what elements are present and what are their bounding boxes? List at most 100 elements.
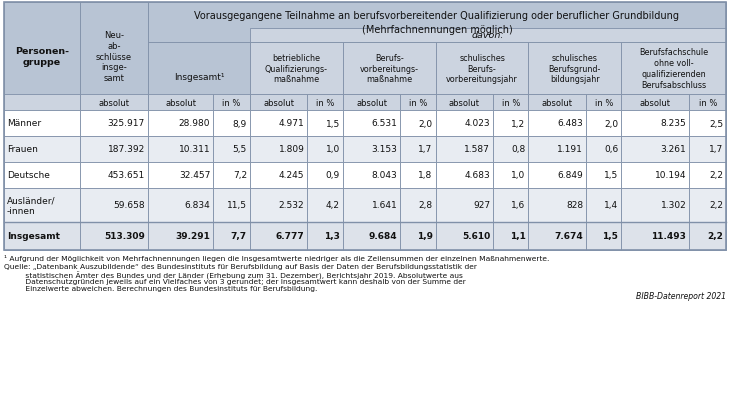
Text: Ausländer/
-innen: Ausländer/ -innen — [7, 196, 55, 215]
Bar — [689, 137, 726, 162]
Bar — [80, 3, 148, 111]
Bar — [621, 223, 689, 250]
Text: 9.684: 9.684 — [369, 232, 397, 241]
Bar — [586, 137, 621, 162]
Text: absolut: absolut — [356, 98, 387, 107]
Text: 4.683: 4.683 — [464, 171, 490, 180]
Bar — [80, 162, 148, 188]
Bar — [250, 188, 307, 223]
Text: 1,7: 1,7 — [709, 145, 723, 154]
Text: 11,5: 11,5 — [227, 201, 247, 210]
Bar — [250, 43, 343, 95]
Bar — [80, 137, 148, 162]
Text: 8,9: 8,9 — [233, 119, 247, 128]
Text: absolut: absolut — [640, 98, 671, 107]
Text: 7.674: 7.674 — [554, 232, 583, 241]
Text: 513.309: 513.309 — [104, 232, 145, 241]
Text: Einzelwerte abweichen. Berechnungen des Bundesinstituts für Berufsbildung.: Einzelwerte abweichen. Berechnungen des … — [4, 286, 318, 292]
Text: 453.651: 453.651 — [107, 171, 145, 180]
Text: 10.311: 10.311 — [179, 145, 210, 154]
Bar — [529, 111, 586, 137]
Bar — [250, 111, 307, 137]
Bar — [689, 111, 726, 137]
Text: absolut: absolut — [264, 98, 294, 107]
Text: 6.531: 6.531 — [372, 119, 397, 128]
Bar — [529, 188, 586, 223]
Text: 1.809: 1.809 — [279, 145, 304, 154]
Text: 6.849: 6.849 — [557, 171, 583, 180]
Bar — [493, 95, 529, 111]
Text: 28.980: 28.980 — [179, 119, 210, 128]
Text: 32.457: 32.457 — [179, 171, 210, 180]
Bar — [586, 95, 621, 111]
Text: 1,8: 1,8 — [418, 171, 433, 180]
Bar — [586, 162, 621, 188]
Bar — [80, 188, 148, 223]
Text: Quelle: „Datenbank Auszubildende“ des Bundesinstituts für Berufsbildung auf Basi: Quelle: „Datenbank Auszubildende“ des Bu… — [4, 263, 477, 269]
Bar — [493, 162, 529, 188]
Text: 2.532: 2.532 — [279, 201, 304, 210]
Bar — [250, 95, 307, 111]
Text: absolut: absolut — [449, 98, 480, 107]
Text: Datenschutzgründen jeweils auf ein Vielfaches von 3 gerundet; der Insgesamtwert : Datenschutzgründen jeweils auf ein Vielf… — [4, 278, 466, 284]
Text: 11.493: 11.493 — [651, 232, 686, 241]
Text: 2,5: 2,5 — [709, 119, 723, 128]
Text: 10.194: 10.194 — [655, 171, 686, 180]
Text: Insgesamt¹: Insgesamt¹ — [174, 72, 224, 81]
Bar — [307, 223, 343, 250]
Text: 2,2: 2,2 — [709, 171, 723, 180]
Text: 6.483: 6.483 — [557, 119, 583, 128]
Text: absolut: absolut — [542, 98, 573, 107]
Bar — [529, 137, 586, 162]
Text: 6.834: 6.834 — [185, 201, 210, 210]
Bar — [621, 162, 689, 188]
Bar — [213, 111, 250, 137]
Bar — [529, 95, 586, 111]
Text: in %: in % — [316, 98, 334, 107]
Text: 3.153: 3.153 — [372, 145, 397, 154]
Text: 927: 927 — [473, 201, 490, 210]
Bar — [529, 162, 586, 188]
Bar — [493, 188, 529, 223]
Text: statistischen Ämter des Bundes und der Länder (Erhebung zum 31. Dezember), Beric: statistischen Ämter des Bundes und der L… — [4, 271, 463, 279]
Bar — [436, 95, 493, 111]
Text: 39.291: 39.291 — [175, 232, 210, 241]
Bar — [586, 188, 621, 223]
Text: 325.917: 325.917 — [107, 119, 145, 128]
Text: Personen-
gruppe: Personen- gruppe — [15, 47, 69, 67]
Bar — [4, 162, 80, 188]
Text: 4.971: 4.971 — [279, 119, 304, 128]
Text: 1,4: 1,4 — [604, 201, 618, 210]
Bar — [436, 223, 493, 250]
Text: 1,5: 1,5 — [326, 119, 339, 128]
Bar — [689, 162, 726, 188]
Bar — [250, 223, 307, 250]
Bar — [400, 162, 436, 188]
Text: 1,9: 1,9 — [417, 232, 433, 241]
Bar — [80, 95, 148, 111]
Text: 1,5: 1,5 — [604, 171, 618, 180]
Bar — [148, 3, 726, 43]
Bar — [213, 95, 250, 111]
Bar — [250, 137, 307, 162]
Text: 59.658: 59.658 — [113, 201, 145, 210]
Text: Frauen: Frauen — [7, 145, 38, 154]
Text: betriebliche
Qualifizierungs-
maßnahme: betriebliche Qualifizierungs- maßnahme — [265, 54, 328, 84]
Bar — [148, 43, 250, 111]
Bar — [307, 95, 343, 111]
Bar — [148, 95, 213, 111]
Text: davon:: davon: — [472, 31, 504, 41]
Text: 7,2: 7,2 — [233, 171, 247, 180]
Text: 1.587: 1.587 — [464, 145, 490, 154]
Text: 187.392: 187.392 — [107, 145, 145, 154]
Text: 4.245: 4.245 — [279, 171, 304, 180]
Text: 828: 828 — [566, 201, 583, 210]
Bar — [307, 111, 343, 137]
Text: 1,1: 1,1 — [510, 232, 526, 241]
Text: schulisches
Berufs-
vorbereitungsjahr: schulisches Berufs- vorbereitungsjahr — [446, 54, 518, 84]
Text: 5.610: 5.610 — [462, 232, 490, 241]
Bar — [80, 111, 148, 137]
Bar — [436, 111, 493, 137]
Text: Deutsche: Deutsche — [7, 171, 50, 180]
Bar — [400, 188, 436, 223]
